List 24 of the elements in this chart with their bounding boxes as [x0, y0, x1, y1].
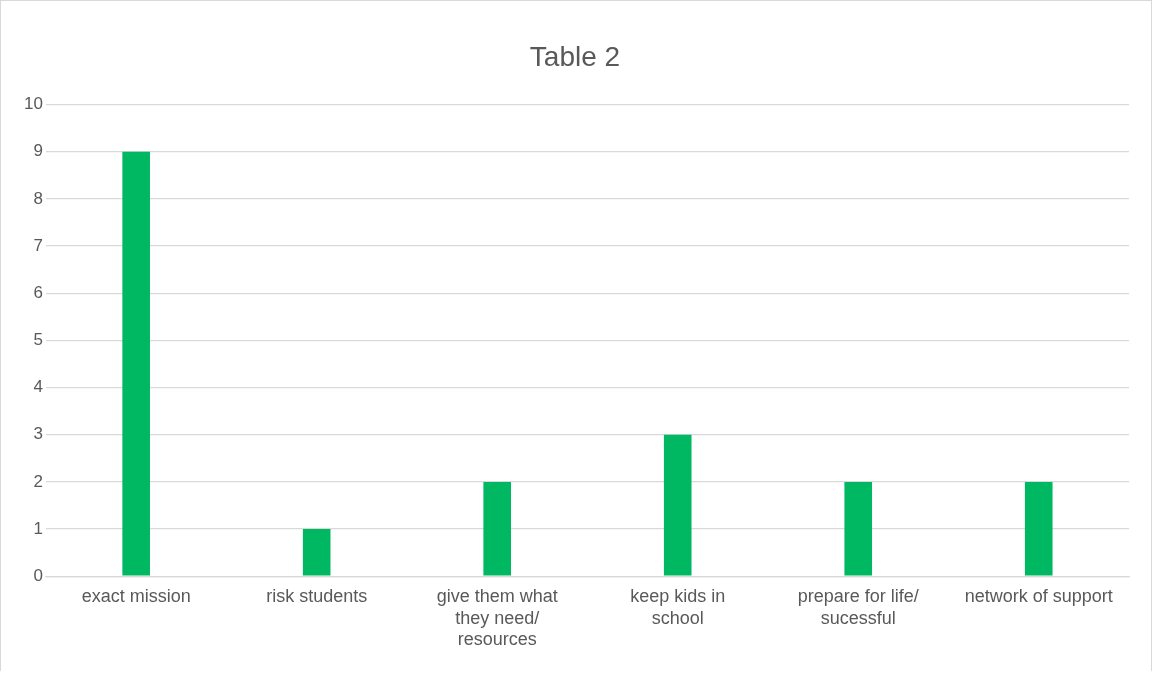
y-tick-label: 10 [23, 94, 43, 114]
x-tick-label: give them what they need/ resources [436, 585, 558, 650]
bar [1024, 481, 1053, 576]
chart-title: Table 2 [529, 40, 621, 72]
y-tick-label: 3 [33, 424, 43, 444]
y-tick-label: 5 [33, 330, 43, 350]
y-tick-label: 2 [33, 471, 43, 491]
x-tick-label: prepare for life/ sucessful [797, 585, 919, 628]
x-tick-label: exact mission [81, 585, 191, 606]
x-tick-label: risk students [266, 585, 368, 606]
y-tick-label: 8 [33, 188, 43, 208]
y-tick-label: 9 [33, 141, 43, 161]
y-tick-label: 4 [33, 377, 43, 397]
bar [122, 151, 150, 576]
y-tick-label: 1 [33, 518, 43, 538]
bar [302, 529, 331, 576]
bar [844, 481, 873, 576]
y-tick-label: 7 [33, 235, 43, 255]
bar [663, 434, 692, 576]
x-tick-label: keep kids in school [630, 585, 726, 628]
y-tick-label: 6 [33, 282, 43, 302]
bar [483, 481, 512, 576]
y-tick-label: 0 [33, 565, 43, 585]
x-tick-label: network of support [964, 585, 1113, 606]
